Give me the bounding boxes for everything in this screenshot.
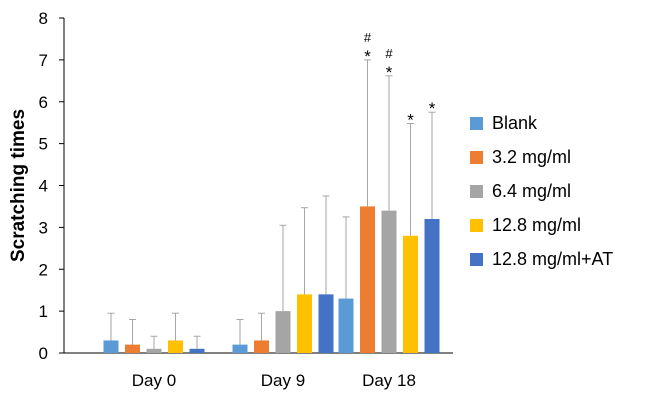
bar-blank — [103, 340, 119, 353]
y-tick-label: 5 — [39, 135, 48, 154]
y-tick-label: 4 — [39, 177, 48, 196]
x-tick-label: Day 9 — [261, 371, 305, 390]
bar-12-8-mg-ml-at — [189, 348, 205, 353]
legend-swatch — [470, 253, 483, 266]
bar-blank — [338, 298, 354, 353]
asterisk-annotation: * — [407, 111, 414, 130]
bar-3-2-mg-ml — [360, 206, 375, 353]
bar-blank — [232, 344, 248, 353]
legend-label: Blank — [492, 113, 538, 133]
legend-swatch — [470, 185, 483, 198]
legend-item: 3.2 mg/ml — [470, 144, 648, 171]
legend-label: 12.8 mg/ml+AT — [492, 249, 614, 269]
legend: Blank 3.2 mg/ml 6.4 mg/ml 12.8 mg/ml 12.8 mg… — [470, 110, 648, 280]
bar-3-2-mg-ml — [125, 344, 140, 353]
bar-12-8-mg-ml — [403, 235, 418, 353]
legend-swatch — [470, 151, 483, 164]
bar-6-4-mg-ml — [381, 210, 397, 353]
bar-6-4-mg-ml — [146, 348, 162, 353]
asterisk-annotation: * — [386, 63, 393, 82]
legend-swatch — [470, 117, 483, 130]
legend-label: 12.8 mg/ml — [492, 215, 582, 235]
bar-12-8-mg-ml-at — [318, 294, 334, 353]
legend-swatch — [470, 219, 483, 232]
y-tick-label: 1 — [39, 302, 48, 321]
y-tick-label: 8 — [39, 9, 48, 28]
legend-item: 12.8 mg/ml — [470, 212, 648, 239]
bar-6-4-mg-ml — [275, 311, 291, 353]
hash-annotation: # — [385, 46, 393, 61]
asterisk-annotation: * — [364, 47, 371, 66]
legend-item: Blank — [470, 110, 648, 137]
bar-12-8-mg-ml — [168, 340, 183, 353]
legend-label: 3.2 mg/ml — [492, 147, 572, 167]
x-tick-label: Day 18 — [362, 371, 416, 390]
y-tick-label: 6 — [39, 93, 48, 112]
bar-3-2-mg-ml — [254, 340, 269, 353]
y-tick-label: 2 — [39, 260, 48, 279]
y-tick-label: 0 — [39, 344, 48, 363]
y-tick-label: 7 — [39, 51, 48, 70]
y-tick-label: 3 — [39, 218, 48, 237]
legend-item: 6.4 mg/ml — [470, 178, 648, 205]
hash-annotation: # — [364, 30, 372, 45]
asterisk-annotation: * — [429, 99, 436, 118]
y-axis-label: Scratching times — [8, 109, 29, 262]
legend-label: 6.4 mg/ml — [492, 181, 572, 201]
bar-12-8-mg-ml-at — [424, 219, 440, 353]
x-tick-label: Day 0 — [132, 371, 176, 390]
bar-12-8-mg-ml — [297, 294, 312, 353]
legend-item: 12.8 mg/ml+AT — [470, 246, 648, 273]
